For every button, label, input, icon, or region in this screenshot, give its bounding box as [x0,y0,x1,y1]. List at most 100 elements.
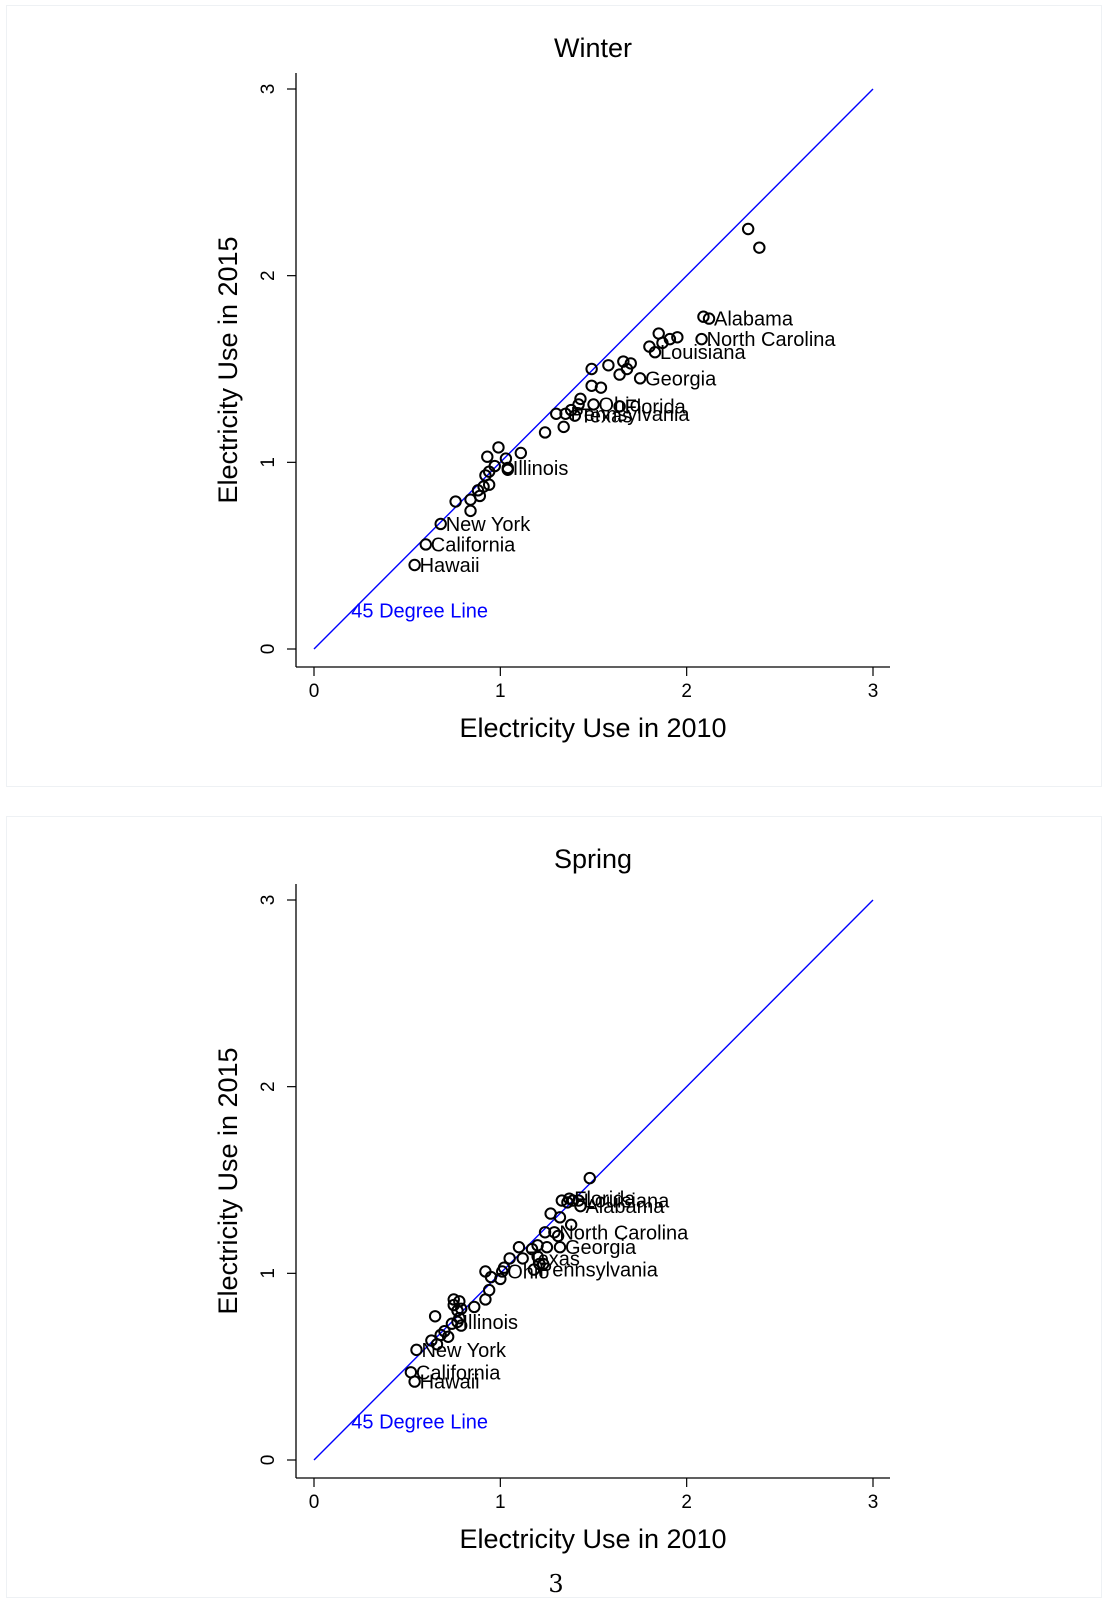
point-label: Georgia [565,1237,637,1259]
data-point [536,1257,550,1271]
point-label: California [416,1362,501,1384]
point-label: Alabama [714,309,794,331]
data-point [553,1211,567,1224]
data-point [563,1192,576,1205]
data-point [482,465,496,478]
spring-scatter-plot: Spring 0 1 2 3 0 1 2 3 Electricity Use in 2010 Ele… [213,844,890,1554]
x-tick-label: 2 [681,1492,692,1513]
x-tick-label: 1 [495,681,506,702]
data-point [514,446,528,460]
point-label: Florida [574,1189,636,1211]
data-point [557,420,570,434]
data-point [613,368,626,381]
chart-title: Winter [554,33,632,63]
data-point [583,1171,596,1185]
data-point [434,517,447,531]
point-label: Illinois [513,458,569,480]
winter-scatter-plot: Winter 0 1 2 3 0 1 2 3 Electricity Use in 2010 Ele… [213,33,890,743]
data-point [564,1218,578,1231]
data-point [697,310,710,323]
data-point [527,1263,541,1276]
data-point [428,1310,442,1323]
chart-title: Spring [554,844,632,874]
data-point [479,1293,492,1306]
data-point [464,493,477,506]
x-axis-label: Electricity Use in 2010 [459,1524,726,1554]
point-label: California [431,534,516,556]
data-point [702,312,716,325]
data-point [633,372,647,385]
data-point [492,441,505,454]
data-point [602,359,615,372]
data-point [495,1265,509,1278]
data-point [695,332,708,346]
data-point [585,379,598,392]
data-point [574,1199,587,1213]
data-point [553,1241,567,1254]
data-point [574,392,587,406]
data-point [451,1315,464,1329]
point-label: Louisiana [660,342,747,364]
data-point [656,336,669,350]
data-point [464,504,477,518]
y-tick-label: 3 [258,895,279,906]
y-axis-label: Electricity Use in 2015 [213,1047,243,1314]
data-point [753,241,766,254]
point-label: Pennsylvania [539,1260,659,1282]
point-label: New York [421,1340,506,1362]
reference-line [313,88,874,650]
reference-line-label: 45 Degree Line [351,600,488,622]
y-tick-label: 2 [258,1081,279,1092]
data-point [503,1252,516,1265]
point-label: Alabama [585,1196,665,1218]
x-tick-label: 3 [868,681,879,702]
data-point [550,407,563,420]
winter-chart-panel: Winter 0 1 2 3 0 1 2 3 Electricity Use in 2010 Ele… [6,5,1102,787]
data-point [548,1226,561,1239]
data-point [419,538,432,551]
point-label: Georgia [645,368,717,390]
data-point [613,400,626,413]
reference-line [313,899,874,1461]
x-tick-label: 3 [868,1492,879,1513]
point-label: Pennsylvania [571,404,691,426]
data-point [441,1330,455,1343]
point-label: Florida [625,396,687,418]
data-point [455,1319,468,1332]
point-label: New York [446,514,531,536]
y-tick-label: 1 [258,1268,279,1279]
data-point [408,558,421,572]
data-point [408,1375,421,1388]
spring-chart-panel: Spring 0 1 2 3 0 1 2 3 Electricity Use in 2010 Ele… [6,816,1102,1598]
data-point [671,331,684,344]
data-point [494,1272,507,1286]
reference-line-label: 45 Degree Line [351,1411,488,1433]
data-point [410,1343,423,1357]
y-tick-label: 3 [258,84,279,95]
point-label: Ohio [599,394,641,416]
x-axis-label: Electricity Use in 2010 [459,713,726,743]
data-point [741,222,755,236]
point-label: Hawaii [420,555,480,577]
data-point [430,1338,444,1351]
point-label: North Carolina [559,1222,689,1244]
data-point [482,478,496,491]
x-tick-label: 1 [495,1492,506,1513]
data-point [447,1293,460,1306]
data-point [551,1229,565,1243]
page-number: 3 [548,1570,564,1598]
data-point [538,1226,552,1239]
point-label: Hawaii [420,1372,480,1394]
y-tick-label: 2 [258,270,279,281]
y-tick-label: 1 [258,457,279,468]
data-point [512,1241,526,1254]
data-point [471,484,485,497]
data-point [481,450,494,463]
x-tick-label: 0 [309,1492,320,1513]
data-point [516,1252,529,1265]
data-point [538,426,552,439]
y-tick-label: 0 [258,644,279,655]
data-point [648,346,662,359]
data-point [468,1300,481,1314]
point-label: Texas [580,406,632,428]
